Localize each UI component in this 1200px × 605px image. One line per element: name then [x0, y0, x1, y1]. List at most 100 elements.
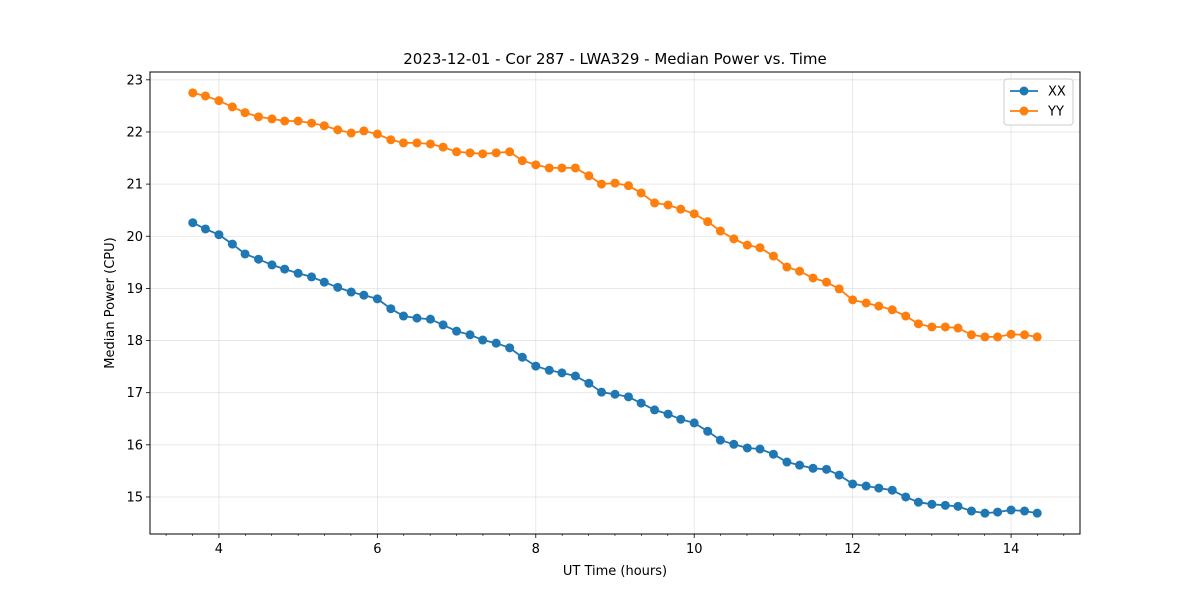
- data-point-yy: [729, 234, 739, 244]
- grid: [150, 72, 1080, 534]
- data-point-yy: [307, 118, 317, 128]
- data-point-xx: [570, 371, 580, 381]
- data-point-xx: [636, 398, 646, 408]
- data-point-yy: [425, 139, 435, 149]
- data-point-yy: [822, 277, 832, 287]
- data-point-xx: [465, 330, 475, 340]
- data-point-yy: [834, 284, 844, 294]
- legend: XX YY: [1003, 78, 1074, 126]
- data-point-xx: [808, 463, 818, 473]
- x-tick-label: 4: [215, 542, 223, 557]
- data-point-yy: [953, 323, 963, 333]
- data-point-yy: [808, 273, 818, 283]
- data-point-xx: [584, 378, 594, 388]
- data-point-yy: [768, 251, 778, 261]
- data-point-xx: [715, 435, 725, 445]
- y-tick-label: 16: [126, 438, 143, 453]
- data-point-yy: [597, 179, 607, 189]
- data-point-yy: [398, 138, 408, 148]
- data-point-yy: [1020, 330, 1030, 340]
- data-point-yy: [491, 148, 501, 158]
- data-point-xx: [319, 277, 329, 287]
- data-point-xx: [650, 405, 660, 415]
- data-point-xx: [227, 239, 237, 249]
- data-point-xx: [544, 365, 554, 375]
- y-tick-label: 15: [126, 490, 143, 505]
- data-point-xx: [517, 352, 527, 362]
- data-point-xx: [610, 389, 620, 399]
- x-axis-label: UT Time (hours): [563, 564, 667, 579]
- y-tick-label: 22: [126, 125, 143, 140]
- series-layer: [188, 88, 1042, 518]
- data-point-yy: [1032, 332, 1042, 342]
- legend-label-yy: YY: [1047, 105, 1064, 120]
- data-point-yy: [887, 305, 897, 315]
- data-point-xx: [689, 418, 699, 428]
- data-point-yy: [966, 330, 976, 340]
- data-point-yy: [372, 129, 382, 139]
- data-point-xx: [267, 260, 277, 270]
- data-point-yy: [531, 160, 541, 170]
- data-point-xx: [768, 449, 778, 459]
- data-point-yy: [913, 319, 923, 329]
- data-point-yy: [636, 188, 646, 198]
- data-point-yy: [412, 138, 422, 148]
- data-point-yy: [940, 322, 950, 332]
- x-tick-label: 8: [532, 542, 540, 557]
- data-point-yy: [650, 198, 660, 208]
- data-point-yy: [214, 96, 224, 106]
- data-point-yy: [346, 128, 356, 138]
- data-point-xx: [359, 290, 369, 300]
- data-point-yy: [676, 204, 686, 214]
- legend-marker-xx: [1019, 86, 1029, 96]
- data-point-yy: [715, 226, 725, 236]
- data-point-xx: [557, 368, 567, 378]
- data-point-yy: [623, 181, 633, 191]
- data-point-xx: [940, 500, 950, 510]
- data-point-xx: [531, 361, 541, 371]
- data-point-xx: [703, 426, 713, 436]
- data-point-xx: [822, 464, 832, 474]
- y-tick-label: 21: [126, 178, 143, 193]
- data-point-xx: [834, 470, 844, 480]
- data-point-yy: [570, 163, 580, 173]
- data-point-xx: [980, 508, 990, 518]
- data-point-yy: [267, 114, 277, 124]
- data-point-xx: [927, 499, 937, 509]
- data-point-xx: [200, 224, 210, 234]
- data-point-xx: [293, 268, 303, 278]
- data-point-xx: [1006, 505, 1016, 515]
- data-point-yy: [927, 322, 937, 332]
- data-point-yy: [280, 116, 290, 126]
- data-point-yy: [901, 311, 911, 321]
- data-point-xx: [676, 414, 686, 424]
- data-point-xx: [966, 506, 976, 516]
- data-point-yy: [980, 332, 990, 342]
- legend-marker-yy: [1019, 106, 1029, 116]
- data-point-yy: [293, 116, 303, 126]
- data-point-xx: [874, 483, 884, 493]
- data-point-yy: [689, 209, 699, 219]
- data-point-yy: [386, 135, 396, 145]
- data-point-yy: [544, 163, 554, 173]
- data-point-xx: [993, 507, 1003, 517]
- data-point-xx: [742, 443, 752, 453]
- data-point-yy: [227, 102, 237, 112]
- data-point-xx: [663, 409, 673, 419]
- data-point-xx: [887, 485, 897, 495]
- x-tick-label: 6: [373, 542, 381, 557]
- data-point-xx: [425, 314, 435, 324]
- data-point-xx: [412, 313, 422, 323]
- y-tick-label: 18: [126, 334, 143, 349]
- data-point-xx: [188, 218, 198, 228]
- data-point-yy: [517, 156, 527, 166]
- data-point-xx: [214, 230, 224, 240]
- data-point-yy: [874, 301, 884, 311]
- data-point-yy: [333, 125, 343, 135]
- data-point-xx: [254, 254, 264, 264]
- data-point-xx: [333, 282, 343, 292]
- data-point-xx: [372, 294, 382, 304]
- data-point-xx: [861, 481, 871, 491]
- data-point-xx: [491, 338, 501, 348]
